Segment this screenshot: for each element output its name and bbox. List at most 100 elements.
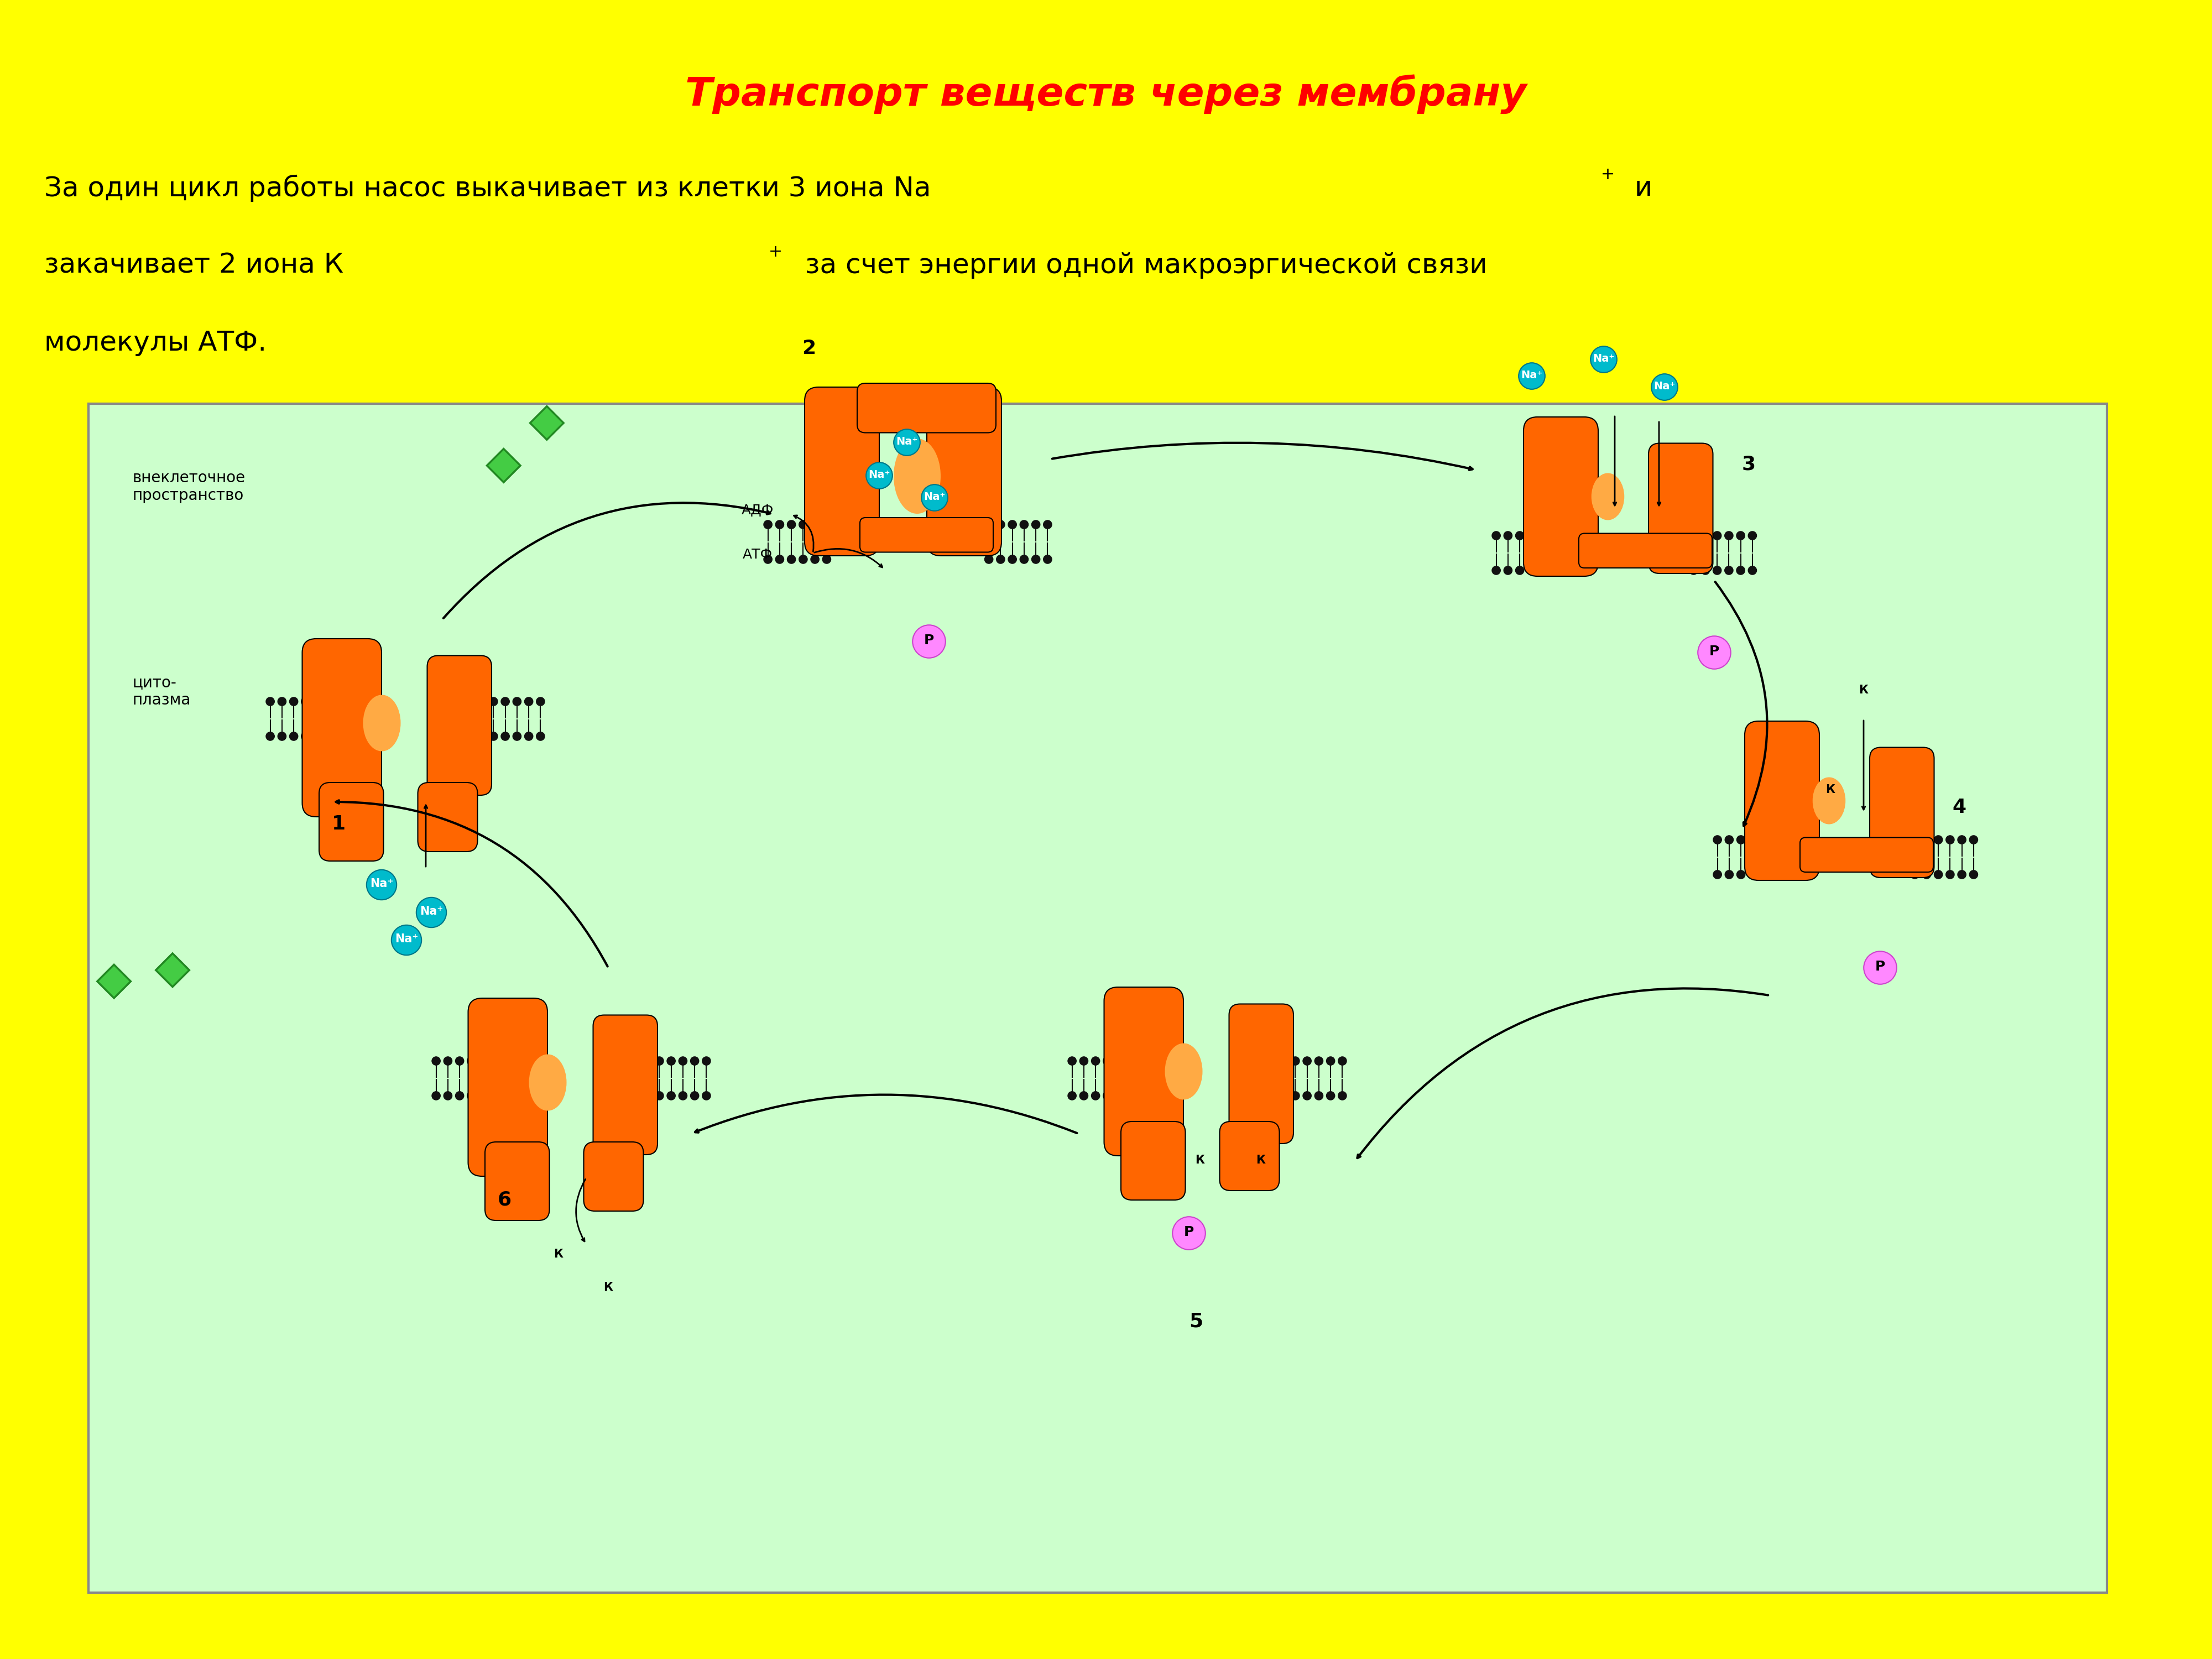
Circle shape bbox=[467, 1092, 476, 1100]
FancyBboxPatch shape bbox=[1121, 1121, 1186, 1199]
Circle shape bbox=[1540, 566, 1548, 574]
Circle shape bbox=[312, 697, 321, 705]
Circle shape bbox=[1772, 871, 1781, 879]
Circle shape bbox=[1772, 836, 1781, 844]
Circle shape bbox=[995, 521, 1004, 529]
FancyBboxPatch shape bbox=[584, 1141, 644, 1211]
Circle shape bbox=[666, 1092, 675, 1100]
Text: Р: Р bbox=[1710, 645, 1719, 659]
Circle shape bbox=[1292, 1057, 1301, 1065]
Circle shape bbox=[1031, 556, 1040, 564]
Circle shape bbox=[1712, 836, 1721, 844]
Circle shape bbox=[1736, 836, 1745, 844]
Text: молекулы АТФ.: молекулы АТФ. bbox=[44, 330, 268, 357]
Circle shape bbox=[1922, 836, 1931, 844]
Text: +: + bbox=[1601, 166, 1615, 182]
FancyBboxPatch shape bbox=[469, 999, 549, 1176]
Circle shape bbox=[1690, 566, 1699, 574]
Text: АТФ: АТФ bbox=[743, 547, 772, 561]
Circle shape bbox=[524, 732, 533, 740]
Circle shape bbox=[1761, 871, 1770, 879]
Text: Na⁺: Na⁺ bbox=[896, 436, 918, 446]
Text: К: К bbox=[1858, 685, 1869, 695]
Circle shape bbox=[1933, 871, 1942, 879]
FancyBboxPatch shape bbox=[418, 783, 478, 851]
FancyBboxPatch shape bbox=[1648, 443, 1712, 574]
Circle shape bbox=[1279, 1092, 1287, 1100]
Circle shape bbox=[445, 1092, 451, 1100]
Circle shape bbox=[823, 556, 832, 564]
Circle shape bbox=[478, 697, 487, 705]
Circle shape bbox=[325, 732, 334, 740]
Circle shape bbox=[1540, 531, 1548, 539]
Circle shape bbox=[1551, 531, 1559, 539]
Circle shape bbox=[1303, 1092, 1312, 1100]
Circle shape bbox=[1725, 531, 1734, 539]
Text: Na⁺: Na⁺ bbox=[394, 934, 418, 944]
Text: закачивает 2 иона К: закачивает 2 иона К bbox=[44, 252, 343, 279]
Text: Na⁺: Na⁺ bbox=[369, 878, 394, 889]
FancyBboxPatch shape bbox=[593, 1015, 657, 1155]
Circle shape bbox=[1690, 531, 1699, 539]
Circle shape bbox=[491, 1092, 500, 1100]
Circle shape bbox=[1725, 871, 1734, 879]
FancyBboxPatch shape bbox=[1230, 1004, 1294, 1143]
Circle shape bbox=[301, 697, 310, 705]
Circle shape bbox=[984, 556, 993, 564]
Circle shape bbox=[1009, 521, 1018, 529]
Circle shape bbox=[1725, 566, 1734, 574]
Circle shape bbox=[1009, 556, 1018, 564]
Circle shape bbox=[1091, 1092, 1099, 1100]
Circle shape bbox=[1079, 1057, 1088, 1065]
Circle shape bbox=[1865, 951, 1896, 984]
Circle shape bbox=[1725, 836, 1734, 844]
Circle shape bbox=[1701, 531, 1710, 539]
Circle shape bbox=[431, 1057, 440, 1065]
Circle shape bbox=[1068, 1057, 1077, 1065]
Circle shape bbox=[279, 732, 285, 740]
Circle shape bbox=[416, 898, 447, 927]
Circle shape bbox=[1761, 836, 1770, 844]
Circle shape bbox=[679, 1057, 688, 1065]
Circle shape bbox=[1747, 836, 1756, 844]
FancyBboxPatch shape bbox=[88, 403, 2106, 1593]
Circle shape bbox=[810, 556, 818, 564]
Circle shape bbox=[776, 556, 783, 564]
Circle shape bbox=[1747, 566, 1756, 574]
Circle shape bbox=[823, 521, 832, 529]
Circle shape bbox=[1044, 521, 1053, 529]
FancyBboxPatch shape bbox=[487, 450, 520, 483]
Circle shape bbox=[1504, 531, 1513, 539]
Circle shape bbox=[1958, 871, 1966, 879]
Text: Р: Р bbox=[1876, 961, 1885, 974]
Text: Na⁺: Na⁺ bbox=[1655, 382, 1674, 392]
FancyBboxPatch shape bbox=[303, 639, 383, 816]
Circle shape bbox=[513, 732, 522, 740]
Circle shape bbox=[1104, 1057, 1113, 1065]
FancyBboxPatch shape bbox=[155, 954, 190, 987]
Circle shape bbox=[478, 1057, 487, 1065]
Circle shape bbox=[431, 1092, 440, 1100]
Text: 2: 2 bbox=[801, 338, 816, 358]
Text: 1: 1 bbox=[332, 815, 345, 833]
Circle shape bbox=[799, 556, 807, 564]
Circle shape bbox=[1947, 871, 1955, 879]
Circle shape bbox=[500, 732, 509, 740]
Circle shape bbox=[799, 521, 807, 529]
Ellipse shape bbox=[894, 438, 940, 514]
Circle shape bbox=[1526, 566, 1535, 574]
FancyBboxPatch shape bbox=[1104, 987, 1183, 1156]
Circle shape bbox=[1314, 1092, 1323, 1100]
FancyBboxPatch shape bbox=[860, 518, 993, 552]
Circle shape bbox=[914, 625, 945, 659]
FancyBboxPatch shape bbox=[427, 655, 491, 795]
Text: Р: Р bbox=[925, 634, 933, 647]
Text: Na⁺: Na⁺ bbox=[420, 906, 442, 917]
Circle shape bbox=[1115, 1092, 1124, 1100]
Circle shape bbox=[655, 1092, 664, 1100]
Text: К: К bbox=[604, 1282, 613, 1292]
Ellipse shape bbox=[363, 695, 400, 752]
FancyBboxPatch shape bbox=[531, 406, 564, 440]
Circle shape bbox=[1126, 1092, 1135, 1100]
FancyBboxPatch shape bbox=[1219, 1121, 1279, 1191]
